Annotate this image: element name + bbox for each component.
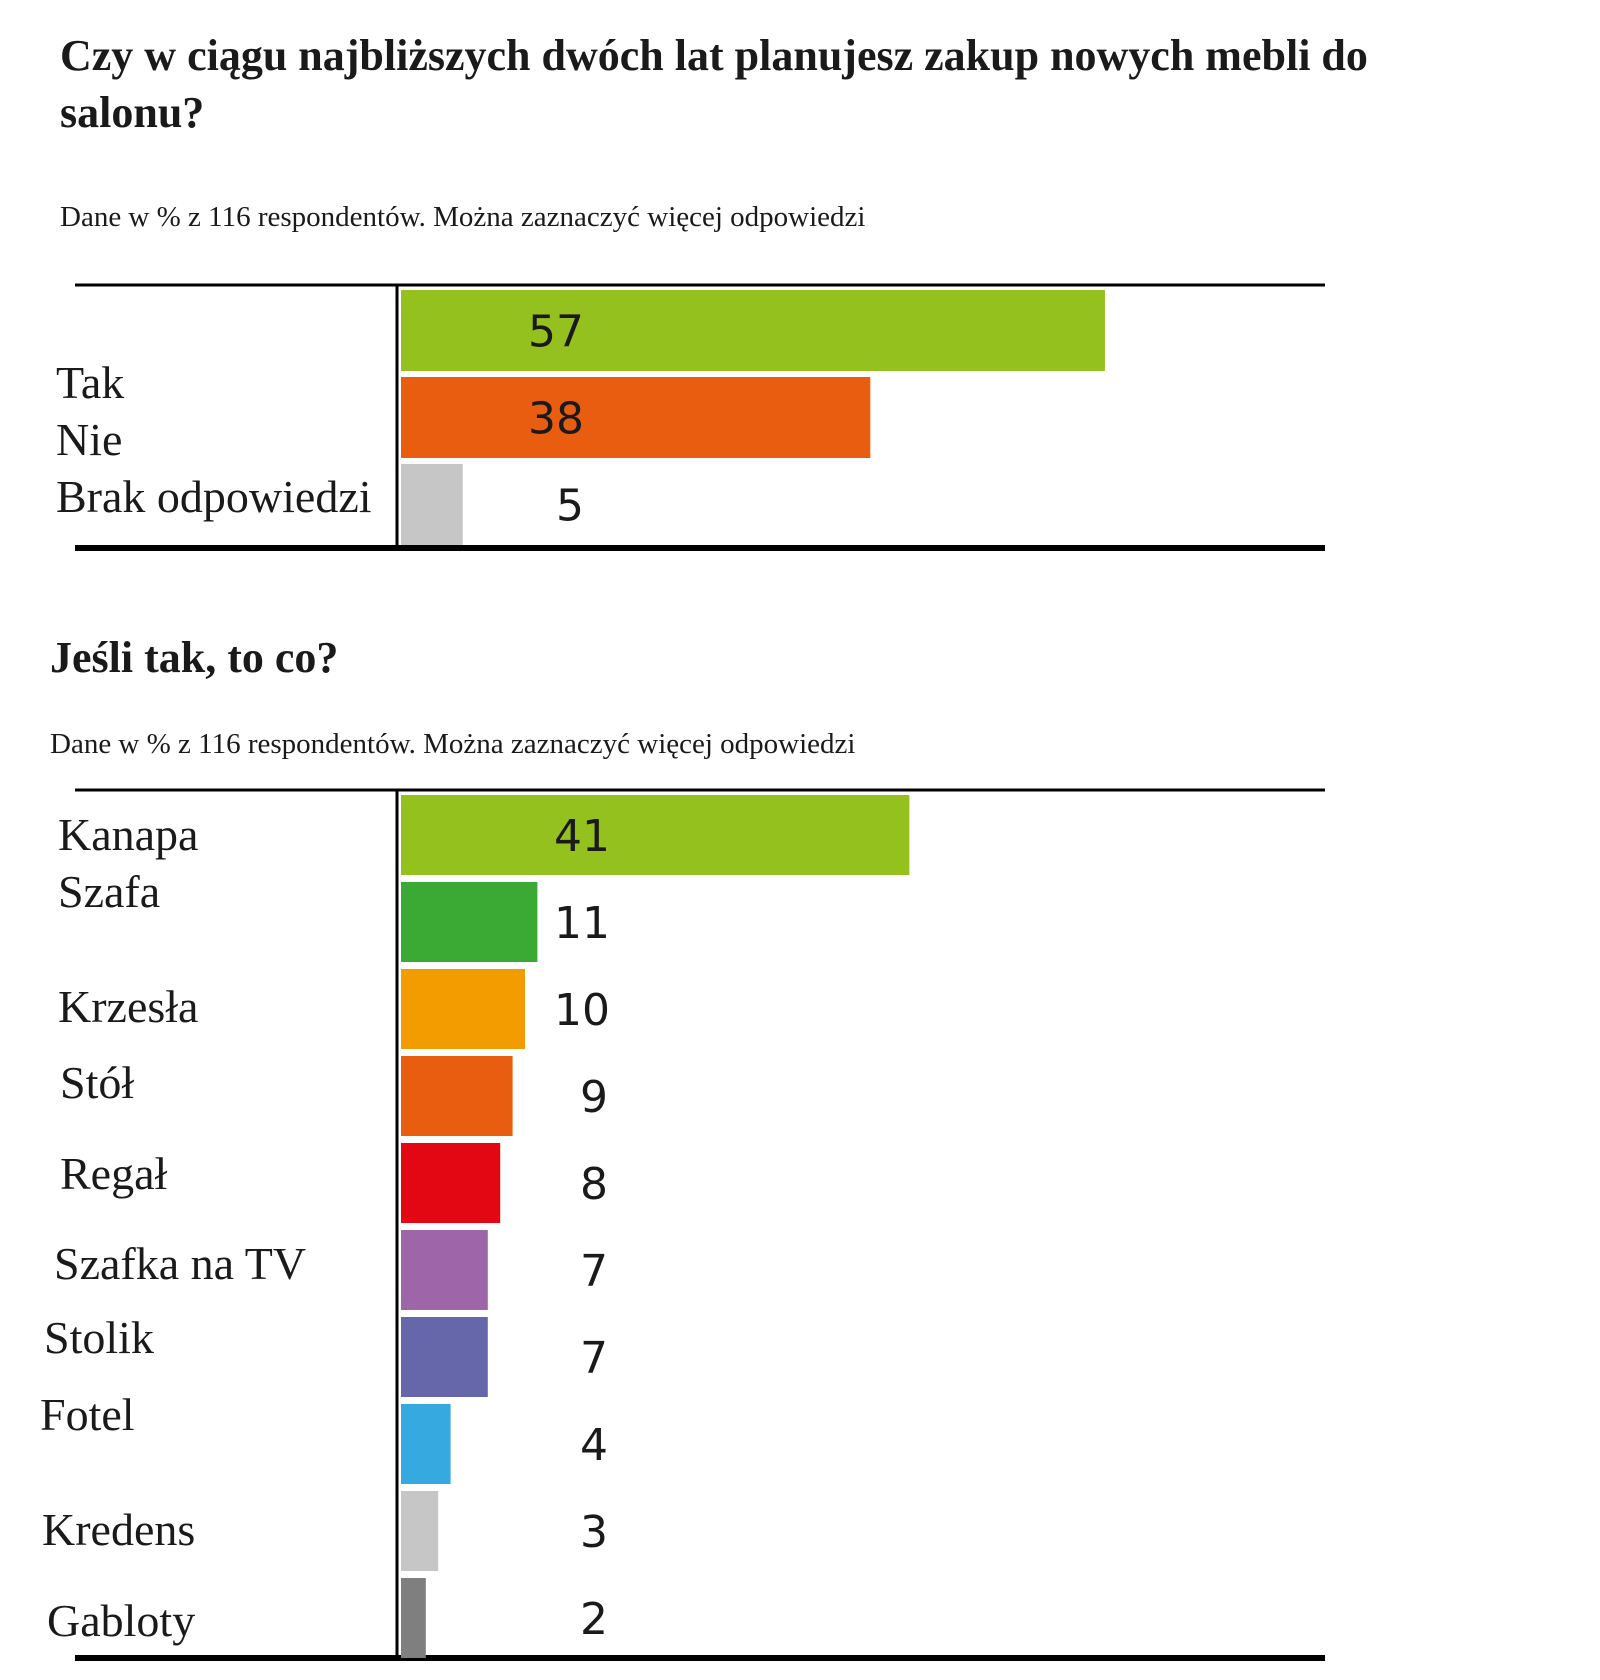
chart-1-label-nie: Nie (56, 414, 122, 465)
chart-2-value-fotel: 4 (580, 1420, 608, 1471)
chart-2-value-stol: 9 (580, 1072, 608, 1123)
chart-2-value-szafa: 11 (554, 898, 610, 949)
chart-1-label-tak: Tak (56, 357, 124, 408)
chart-1-plot: 57 Tak 38 Nie 5 Brak odpowiedzi (56, 283, 1325, 551)
chart-2-label-regal: Regał (60, 1148, 168, 1199)
chart-2-bar-stolik (401, 1317, 488, 1397)
chart-1-bar-brak-odpowiedzi (401, 464, 463, 545)
chart-2-value-krzesla: 10 (554, 985, 610, 1036)
chart-2-plot: 41 Kanapa 11 Szafa 10 Krzesła 9 Stół 8 Regał 7 Szaf… (40, 788, 1325, 1661)
chart-1-title-line-2: salonu? (60, 88, 204, 137)
chart-2-bar-stol (401, 1056, 513, 1136)
chart-2-bar-fotel (401, 1404, 451, 1484)
chart-2-bar-szafa (401, 882, 538, 962)
chart-2-label-fotel: Fotel (40, 1389, 135, 1440)
chart-2-bar-kredens (401, 1491, 439, 1571)
chart-2-label-stol: Stół (60, 1057, 134, 1108)
chart-2-label-szafka-na-tv: Szafka na TV (54, 1238, 306, 1289)
chart-2-title: Jeśli tak, to co? (50, 633, 338, 682)
chart-2-value-gabloty: 2 (580, 1594, 608, 1645)
chart-2-value-regal: 8 (580, 1159, 608, 1210)
chart-2-label-gabloty: Gabloty (47, 1595, 195, 1646)
chart-2-value-stolik: 7 (580, 1333, 608, 1384)
chart-2-bar-kanapa (401, 795, 910, 875)
chart-1-label-brak-odpowiedzi: Brak odpowiedzi (56, 471, 372, 522)
chart-2-bar-krzesla (401, 969, 525, 1049)
chart-2-value-szafka-na-tv: 7 (580, 1246, 608, 1297)
chart-1-subtitle: Dane w % z 116 respondentów. Można zazna… (60, 201, 866, 233)
chart-2-bar-gabloty (401, 1578, 426, 1658)
chart-2-subtitle: Dane w % z 116 respondentów. Można zazna… (50, 728, 856, 760)
chart-1-bar-nie (401, 377, 871, 458)
chart-2-label-szafa: Szafa (58, 866, 160, 917)
chart-2-label-kredens: Kredens (42, 1504, 195, 1555)
chart-2-bar-regal (401, 1143, 501, 1223)
chart-1-bar-tak (401, 290, 1105, 371)
chart-2-label-stolik: Stolik (44, 1312, 154, 1363)
chart-2-bar-szafka-na-tv (401, 1230, 488, 1310)
chart-2-value-kanapa: 41 (554, 811, 610, 862)
chart-1-value-tak: 57 (528, 307, 584, 358)
chart-2-label-kanapa: Kanapa (58, 809, 198, 860)
chart-1-value-brak-odpowiedzi: 5 (556, 481, 584, 532)
chart-2-value-kredens: 3 (580, 1507, 608, 1558)
chart-1-value-nie: 38 (528, 394, 584, 445)
chart-2-label-krzesla: Krzesła (58, 981, 198, 1032)
chart-1-title-line-1: Czy w ciągu najbliższych dwóch lat planu… (60, 31, 1368, 80)
